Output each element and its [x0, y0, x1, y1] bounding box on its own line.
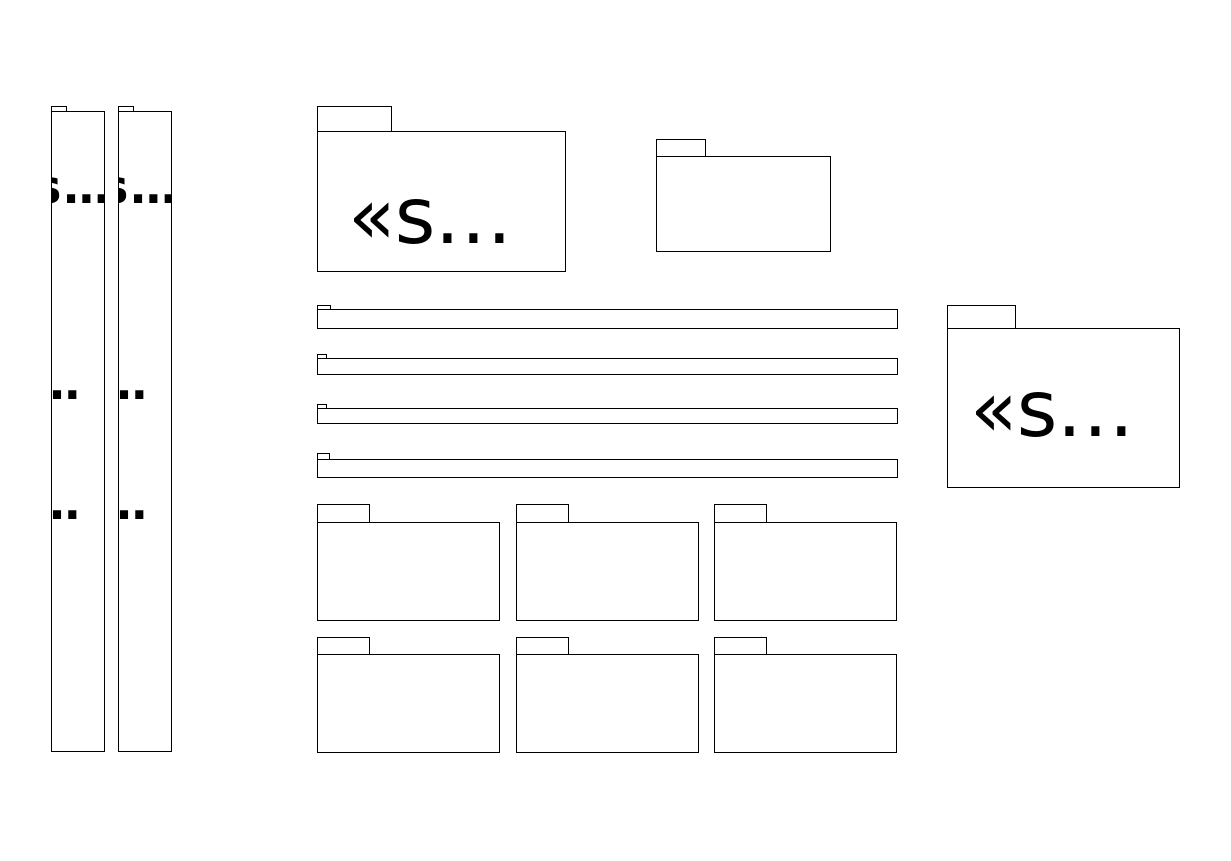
- package-body: «s…: [317, 131, 566, 272]
- package-body: [516, 522, 699, 621]
- package-body: [317, 459, 898, 478]
- package-bar-1: [317, 305, 898, 329]
- package-grid-3: [714, 504, 897, 621]
- package-body: «s…: [947, 328, 1180, 488]
- package-tab: [317, 404, 327, 409]
- package-label: «s…: [970, 365, 1134, 455]
- package-label: …: [119, 360, 149, 406]
- package-bar-2: [317, 354, 898, 375]
- package-body: [317, 408, 898, 424]
- package-tab: [118, 106, 134, 112]
- package-tab: [51, 106, 67, 112]
- package-label: …: [52, 360, 82, 406]
- package-label: s…: [52, 164, 104, 210]
- package-body: s… … …: [51, 111, 105, 752]
- package-body: [516, 654, 699, 753]
- package-body: [317, 309, 898, 329]
- package-label: «s…: [348, 172, 512, 262]
- package-body: [317, 358, 898, 375]
- package-grid-1: [317, 504, 500, 621]
- package-body: [714, 654, 897, 753]
- package-tab: [317, 637, 370, 655]
- package-tab: [317, 106, 392, 132]
- package-label: …: [119, 480, 149, 526]
- package-tab: [714, 504, 767, 523]
- package-tab: [317, 354, 327, 359]
- package-tab: [516, 637, 569, 655]
- package-tab: [516, 504, 569, 523]
- package-tab: [947, 305, 1016, 329]
- package-grid-4: [317, 637, 500, 753]
- package-body: [317, 522, 500, 621]
- package-bar-4: [317, 453, 898, 478]
- package-tab: [656, 139, 706, 157]
- package-tab: [317, 504, 370, 523]
- package-right: «s…: [947, 305, 1180, 488]
- package-tab: [714, 637, 767, 655]
- package-grid-5: [516, 637, 699, 753]
- package-grid-2: [516, 504, 699, 621]
- package-grid-6: [714, 637, 897, 753]
- package-main: «s…: [317, 106, 566, 272]
- package-body: [714, 522, 897, 621]
- package-tab: [317, 453, 330, 460]
- package-small: [656, 139, 831, 252]
- package-label: s…: [119, 164, 171, 210]
- package-label: …: [52, 480, 82, 526]
- package-bar-3: [317, 404, 898, 424]
- package-column-1: s… … …: [51, 106, 105, 752]
- package-tab: [317, 305, 331, 310]
- package-body: [656, 156, 831, 252]
- package-body: [317, 654, 500, 753]
- package-body: s… … …: [118, 111, 172, 752]
- package-column-2: s… … …: [118, 106, 172, 752]
